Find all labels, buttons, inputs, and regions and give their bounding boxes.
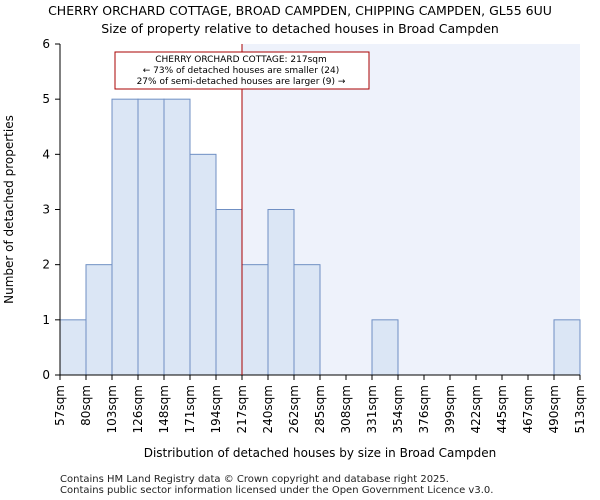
x-tick-label: 308sqm xyxy=(339,385,353,433)
annotation-line: 27% of semi-detached houses are larger (… xyxy=(137,77,346,87)
histogram-bar xyxy=(137,98,165,376)
y-tick-label: 0 xyxy=(42,368,50,382)
y-tick-label: 6 xyxy=(42,37,50,51)
x-tick-label: 513sqm xyxy=(573,385,587,433)
x-tick-label: 217sqm xyxy=(235,385,249,433)
x-tick-label: 80sqm xyxy=(79,385,93,426)
x-tick-label: 148sqm xyxy=(157,385,171,433)
y-tick-label: 5 xyxy=(42,92,50,106)
y-tick-label: 2 xyxy=(42,258,50,272)
annotation-line: CHERRY ORCHARD COTTAGE: 217sqm xyxy=(155,55,327,65)
histogram-bar xyxy=(293,264,321,376)
y-tick-label: 4 xyxy=(42,147,50,161)
histogram-bar xyxy=(189,153,217,376)
annotation-box xyxy=(114,51,370,90)
x-tick-label: 240sqm xyxy=(261,385,275,433)
x-tick-label: 445sqm xyxy=(495,385,509,433)
histogram-bar xyxy=(163,98,191,376)
x-tick-label: 171sqm xyxy=(183,385,197,433)
y-axis-title: Number of detached properties xyxy=(2,115,16,304)
x-tick-label: 467sqm xyxy=(521,385,535,433)
footer-copyright: Contains HM Land Registry data © Crown c… xyxy=(60,474,449,485)
x-tick-label: 285sqm xyxy=(313,385,327,433)
y-tick-label: 3 xyxy=(42,203,50,217)
x-tick-label: 126sqm xyxy=(131,385,145,433)
histogram-bar xyxy=(215,209,243,376)
histogram-bar xyxy=(111,98,139,376)
x-tick-label: 376sqm xyxy=(417,385,431,433)
chart-subtitle: Size of property relative to detached ho… xyxy=(101,21,499,36)
x-tick-label: 262sqm xyxy=(287,385,301,433)
x-tick-label: 422sqm xyxy=(469,385,483,433)
x-tick-label: 194sqm xyxy=(209,385,223,433)
histogram-bar xyxy=(553,319,581,376)
histogram-bar xyxy=(371,319,399,376)
x-tick-label: 331sqm xyxy=(365,385,379,433)
x-tick-label: 490sqm xyxy=(547,385,561,433)
x-axis-title: Distribution of detached houses by size … xyxy=(144,446,497,460)
x-tick-label: 103sqm xyxy=(105,385,119,433)
histogram-bar xyxy=(85,264,113,376)
histogram-bar xyxy=(267,209,295,376)
chart-title: CHERRY ORCHARD COTTAGE, BROAD CAMPDEN, C… xyxy=(48,3,552,18)
y-tick-label: 1 xyxy=(42,313,50,327)
x-tick-label: 354sqm xyxy=(391,385,405,433)
histogram-bar xyxy=(241,264,269,376)
annotation-line: ← 73% of detached houses are smaller (24… xyxy=(143,66,340,76)
x-tick-label: 57sqm xyxy=(53,385,67,426)
histogram-bar xyxy=(59,319,87,376)
x-tick-label: 399sqm xyxy=(443,385,457,433)
footer-licence: Contains public sector information licen… xyxy=(60,485,494,496)
